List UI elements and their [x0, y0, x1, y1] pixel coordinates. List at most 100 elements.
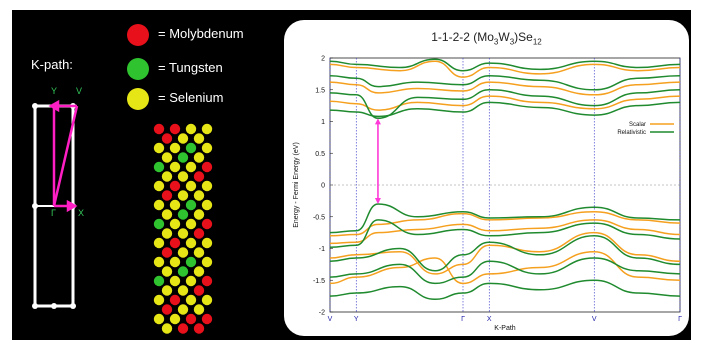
x-tick-label: V	[592, 316, 597, 323]
atom	[153, 161, 165, 173]
y-tick-label: 0.5	[315, 151, 325, 158]
y-tick-label: -0.5	[313, 214, 325, 221]
atom	[169, 180, 181, 192]
atom	[185, 123, 197, 135]
atom	[153, 275, 165, 287]
atom	[177, 152, 189, 163]
atom	[153, 237, 165, 249]
atom	[169, 161, 181, 173]
x-tick-label: Γ	[678, 316, 682, 323]
atom	[161, 323, 173, 334]
atom	[193, 247, 205, 258]
atom	[161, 209, 173, 220]
band-structure-card: 1-1-2-2 (Mo3W3)Se12 V Y Γ X V Γ 2 1.5 1 0.5 0 -0.5 -…	[284, 20, 689, 336]
relativistic-band	[329, 219, 681, 248]
atom	[169, 142, 181, 154]
relativistic-band	[329, 235, 681, 272]
tungsten-label: = Tungsten	[158, 60, 223, 75]
y-tick-label: 0	[321, 183, 325, 190]
crystal-structure	[153, 123, 213, 334]
atom	[185, 313, 197, 325]
atom	[153, 313, 165, 325]
atom	[185, 256, 197, 268]
atom	[161, 133, 173, 144]
atom	[201, 142, 213, 154]
atom	[161, 152, 173, 163]
atom	[193, 209, 205, 220]
atom	[169, 237, 181, 249]
atom	[185, 161, 197, 173]
selenium-label: = Selenium	[158, 90, 224, 105]
atom	[193, 266, 205, 277]
kpath-label-y: Y	[51, 86, 58, 96]
atom	[161, 304, 173, 315]
atom	[169, 294, 181, 306]
atom	[169, 123, 181, 135]
kpath-label-x: X	[78, 208, 85, 218]
relativistic-band	[329, 257, 681, 285]
atom	[193, 323, 205, 334]
x-tick-label: X	[487, 316, 492, 323]
atom	[201, 237, 213, 249]
atom	[169, 275, 181, 287]
atom	[161, 228, 173, 239]
atom	[185, 218, 197, 230]
atom	[177, 228, 189, 239]
atom	[161, 190, 173, 201]
kpath-node	[32, 303, 38, 309]
atom	[161, 247, 173, 258]
atom	[185, 199, 197, 211]
y-tick-label: -1	[319, 246, 325, 253]
kpath-diagram	[32, 99, 79, 309]
relativistic-band	[329, 279, 681, 301]
atom	[193, 171, 205, 182]
chart-title: 1-1-2-2 (Mo3W3)Se12	[431, 30, 542, 47]
kpath-title: K-path:	[31, 57, 73, 72]
atom	[201, 294, 213, 306]
atom	[185, 275, 197, 287]
atom	[201, 256, 213, 268]
atom	[169, 313, 181, 325]
legend-label: Scalar	[629, 122, 646, 128]
atom	[185, 237, 197, 249]
selenium-swatch	[127, 88, 149, 110]
atom	[153, 142, 165, 154]
molybdenum-label: = Molybdenum	[158, 26, 244, 41]
atom	[169, 218, 181, 230]
y-tick-label: -1.5	[313, 278, 325, 285]
kpath-node	[32, 103, 38, 109]
scalar-band	[329, 60, 681, 78]
kpath-label-gamma: Γ	[51, 208, 56, 218]
relativistic-band	[329, 101, 681, 118]
atom	[201, 275, 213, 287]
band-structure-plot: V Y Γ X V Γ 2 1.5 1 0.5 0 -0.5 -1 -1.5 -2 Scalar Relativ…	[293, 56, 682, 333]
atom	[201, 199, 213, 211]
atom	[201, 123, 213, 135]
y-tick-label: 1	[321, 119, 325, 126]
scalar-band	[329, 219, 681, 245]
atom	[169, 199, 181, 211]
x-axis-label: K-Path	[494, 325, 516, 332]
atom	[193, 133, 205, 144]
atom	[201, 313, 213, 325]
kpath-node	[51, 303, 57, 309]
atom	[193, 285, 205, 296]
relativistic-band	[329, 75, 681, 91]
kpath-node	[70, 303, 76, 309]
atom	[153, 123, 165, 135]
x-tick-label: V	[328, 316, 333, 323]
atom	[161, 285, 173, 296]
atom	[177, 323, 189, 334]
band-gap-arrowhead	[374, 118, 381, 125]
y-axis-label: Energy - Fermi Energy (eV)	[293, 142, 300, 228]
atom	[161, 266, 173, 277]
y-tick-label: 2	[321, 56, 325, 63]
atom	[177, 247, 189, 258]
relativistic-band	[329, 58, 681, 72]
kpath-arrows	[48, 99, 79, 213]
relativistic-band	[329, 89, 681, 120]
atom	[185, 294, 197, 306]
x-tick-label: Γ	[461, 316, 465, 323]
kpath-node	[32, 203, 38, 209]
atom	[185, 142, 197, 154]
